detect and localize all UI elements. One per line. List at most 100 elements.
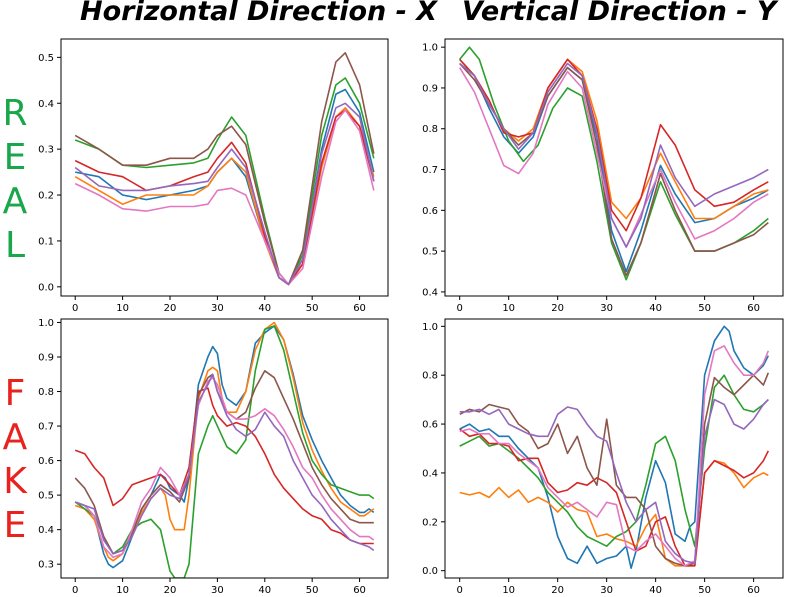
y-tick-label: 0.2	[422, 517, 438, 528]
x-tick-label: 10	[116, 303, 129, 314]
y-tick-label: 0.6	[422, 206, 438, 217]
x-tick-label: 10	[502, 585, 515, 596]
series-line-4	[459, 428, 770, 567]
y-tick-label: 0.3	[38, 560, 54, 571]
row-label-fake: F A K E	[0, 372, 30, 548]
x-tick-label: 40	[649, 303, 662, 314]
y-tick-label: 0.3	[38, 145, 54, 156]
x-tick-label: 0	[72, 303, 78, 314]
series-line-7	[459, 62, 769, 248]
series-line-5	[459, 372, 770, 567]
y-tick-label: 0.8	[422, 124, 438, 135]
series-line-3	[74, 325, 375, 578]
series-line-7	[74, 373, 375, 555]
y-tick-label: 0.9	[38, 352, 54, 363]
y-tick-label: 0.1	[38, 236, 54, 247]
x-tick-label: 30	[211, 303, 224, 314]
series-line-2	[74, 107, 375, 286]
x-tick-label: 40	[258, 303, 271, 314]
x-tick-label: 20	[551, 585, 564, 596]
y-tick-label: 0.2	[38, 191, 54, 202]
series-line-6	[459, 67, 769, 248]
y-tick-label: 1.0	[422, 322, 438, 333]
x-tick-label: 0	[457, 585, 463, 596]
x-tick-label: 30	[600, 585, 613, 596]
row-label-fake-letter: E	[3, 505, 27, 546]
series-line-4	[74, 109, 375, 286]
x-tick-label: 20	[164, 585, 177, 596]
y-tick-label: 0.4	[422, 287, 438, 298]
heading-vertical-y: Vertical Direction - Y	[462, 0, 777, 27]
y-tick-label: 1.0	[38, 318, 54, 329]
x-tick-label: 60	[353, 303, 366, 314]
x-tick-label: 20	[164, 303, 177, 314]
y-tick-label: 0.0	[38, 282, 54, 293]
y-tick-label: 0.5	[422, 247, 438, 258]
y-tick-label: 0.8	[38, 387, 54, 398]
series-line-7	[74, 102, 375, 286]
series-line-7	[459, 398, 769, 565]
y-tick-label: 0.4	[422, 468, 438, 479]
heading-horizontal-x: Horizontal Direction - X	[80, 0, 438, 27]
row-label-real-letter: R	[2, 93, 28, 134]
series-line-1	[74, 325, 375, 569]
row-label-real-letter: L	[4, 225, 26, 266]
series-line-6	[459, 345, 770, 567]
row-label-fake-letter: A	[2, 417, 28, 458]
y-tick-label: 0.6	[422, 420, 438, 431]
x-tick-label: 20	[551, 303, 564, 314]
series-line-6	[74, 376, 375, 559]
y-tick-label: 0.5	[38, 491, 54, 502]
x-tick-label: 40	[649, 585, 662, 596]
x-tick-label: 50	[698, 303, 711, 314]
row-label-real-letter: A	[2, 181, 28, 222]
x-tick-label: 60	[747, 585, 760, 596]
x-tick-label: 30	[600, 303, 613, 314]
series-line-1	[459, 58, 769, 273]
x-tick-label: 60	[353, 585, 366, 596]
y-tick-label: 0.7	[422, 165, 438, 176]
chart-fake-y: 0 10 20 30 40 50 60 0.0 0.2 0.4 0.6 0.8 1.0	[422, 318, 784, 596]
y-tick-label: 0.6	[38, 456, 54, 467]
plot-frame	[444, 38, 784, 297]
chart-real-y: 0 10 20 30 40 50 60 0.4 0.5 0.6 0.7 0.8 0.9 1.0	[422, 38, 784, 314]
row-label-real-letter: E	[3, 137, 27, 178]
plot-frame	[444, 318, 784, 579]
x-tick-label: 0	[72, 585, 78, 596]
y-tick-label: 0.4	[38, 99, 54, 110]
x-tick-label: 50	[306, 303, 319, 314]
x-tick-label: 10	[116, 585, 129, 596]
y-tick-label: 0.4	[38, 525, 54, 536]
y-tick-label: 0.7	[38, 422, 54, 433]
x-tick-label: 50	[698, 585, 711, 596]
x-tick-label: 50	[306, 585, 319, 596]
series-line-3	[74, 77, 375, 286]
y-tick-label: 0.8	[422, 371, 438, 382]
series-line-5	[74, 51, 375, 286]
y-tick-label: 0.0	[422, 566, 438, 577]
plot-frame	[60, 318, 389, 579]
series-line-1	[459, 325, 770, 570]
series-line-2	[459, 459, 769, 567]
chart-fake-x: 0 10 20 30 40 50 60 0.3 0.4 0.5 0.6 0.7 0.8 0.9 1.0	[38, 318, 389, 596]
x-tick-label: 40	[258, 585, 271, 596]
series-line-4	[459, 58, 769, 232]
series-line-5	[459, 62, 769, 277]
row-label-real: R E A L	[0, 92, 30, 268]
row-label-fake-letter: F	[4, 373, 26, 414]
y-tick-label: 1.0	[422, 43, 438, 54]
row-label-fake-letter: K	[3, 461, 27, 502]
plot-frame	[60, 38, 389, 297]
series-line-4	[74, 387, 374, 545]
chart-real-x: 0 10 20 30 40 50 60 0.0 0.1 0.2 0.3 0.4 0.5	[38, 38, 389, 314]
x-tick-label: 30	[211, 585, 224, 596]
x-tick-label: 10	[502, 303, 515, 314]
x-tick-label: 0	[457, 303, 463, 314]
y-tick-label: 0.5	[38, 53, 54, 64]
x-tick-label: 60	[747, 303, 760, 314]
series-line-1	[75, 88, 375, 286]
y-tick-label: 0.9	[422, 83, 438, 94]
series-line-3	[459, 374, 769, 548]
series-line-6	[74, 109, 375, 286]
